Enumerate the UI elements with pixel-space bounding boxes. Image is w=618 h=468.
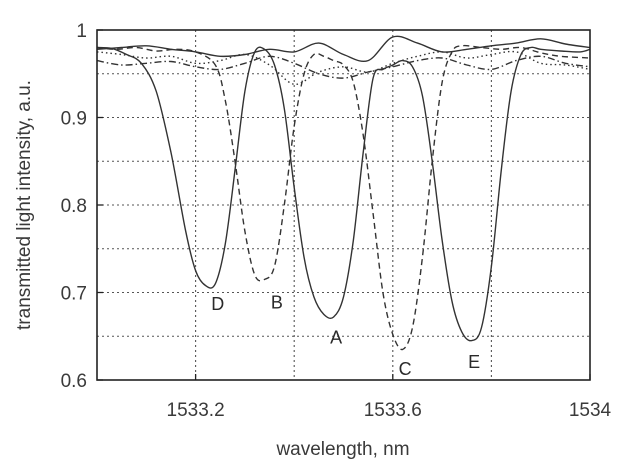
y-axis-ticks: 0.6 0.7 0.8 0.9 1 (61, 21, 103, 392)
series-line-dashed (96, 44, 591, 351)
dip-label-c: C (399, 359, 412, 379)
dip-label-b: B (271, 292, 283, 312)
dip-annotations: D B A C E (211, 292, 480, 379)
series-line-solid-thin (96, 35, 591, 62)
series-layer (96, 35, 591, 351)
y-tick-label-1: 0.7 (61, 284, 87, 305)
x-axis-label: wavelength, nm (275, 439, 409, 460)
x-tick-label-2: 1534 (569, 400, 612, 421)
y-tick-label-2: 0.8 (61, 196, 87, 217)
series-line-dotted (96, 50, 591, 86)
dip-label-d: D (211, 294, 224, 314)
x-axis-ticks: 1533.2 1533.6 1534 (167, 374, 612, 421)
y-tick-label-3: 0.9 (61, 109, 87, 130)
dip-label-a: A (330, 327, 342, 347)
series-line-dash-dot (96, 55, 591, 79)
grid-layer (97, 30, 590, 380)
y-tick-label-4: 1 (76, 21, 87, 42)
y-axis-label: transmitted light intensity, a.u. (14, 80, 35, 330)
x-tick-label-0: 1533.2 (167, 400, 225, 421)
x-tick-label-1: 1533.6 (364, 400, 422, 421)
series-line-solid (96, 46, 591, 342)
dip-label-e: E (468, 352, 480, 372)
y-tick-label-0: 0.6 (61, 371, 87, 392)
